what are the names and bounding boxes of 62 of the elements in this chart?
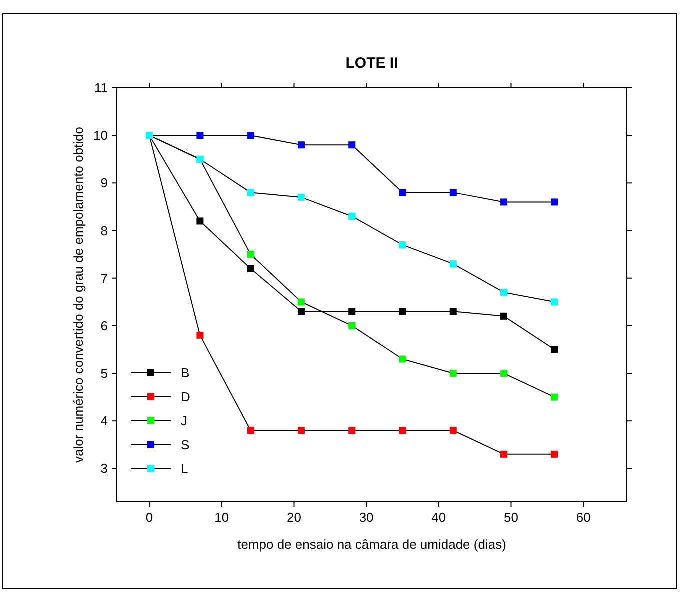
point [500,198,508,206]
legend-label: D [181,390,190,405]
point [399,242,406,249]
point [348,212,356,220]
point [450,308,457,316]
point [399,427,406,434]
point [450,427,457,434]
point [551,394,558,401]
legend-label: B [181,366,190,381]
point [551,450,558,458]
y-tick-label: 7 [100,270,108,286]
y-tick-label: 5 [100,366,108,382]
x-axis-title: tempo de ensaio na câmara de umidade (dias) [238,537,506,552]
point [500,370,508,378]
point [551,298,558,306]
y-axis-title: valor numérico convertido do grau de empolamento obtido [71,126,86,464]
y-tick-label: 3 [100,461,108,476]
point [450,370,457,378]
point [348,322,356,330]
x-tick-label: 40 [432,510,446,525]
x-tick-label: 50 [504,510,518,525]
y-tick-label: 9 [100,176,108,191]
point [298,298,305,306]
y-tick-label: 4 [100,414,108,429]
legend-label: S [181,438,190,453]
point [399,356,406,363]
point [500,312,508,320]
point [298,308,305,316]
point [298,427,305,434]
point [298,194,305,201]
point [247,427,254,434]
y-tick-label: 8 [100,223,108,238]
point [348,308,356,316]
point [348,142,356,149]
y-tick-label: 6 [100,318,108,334]
y-tick-label: 11 [94,80,108,96]
point [399,308,406,316]
point [247,132,254,140]
point [450,189,457,196]
point [399,189,406,196]
x-tick-label: 30 [359,510,374,525]
point [247,265,254,272]
point [450,260,457,268]
x-tick-label: 0 [146,510,154,525]
point [298,142,305,149]
point [551,198,558,206]
x-tick-label: 20 [287,510,302,525]
legend-label: L [181,462,188,477]
point [551,346,558,354]
y-tick-label: 10 [94,128,108,144]
legend-label: J [181,414,188,429]
point [196,132,204,140]
point [500,450,508,458]
point [247,251,254,258]
point [247,189,254,196]
point [196,218,204,225]
x-tick-label: 10 [214,510,230,525]
chart-title: LOTE II [346,55,398,72]
point [196,332,204,339]
x-tick-label: 60 [576,510,591,525]
point [348,427,356,434]
point [500,289,508,296]
